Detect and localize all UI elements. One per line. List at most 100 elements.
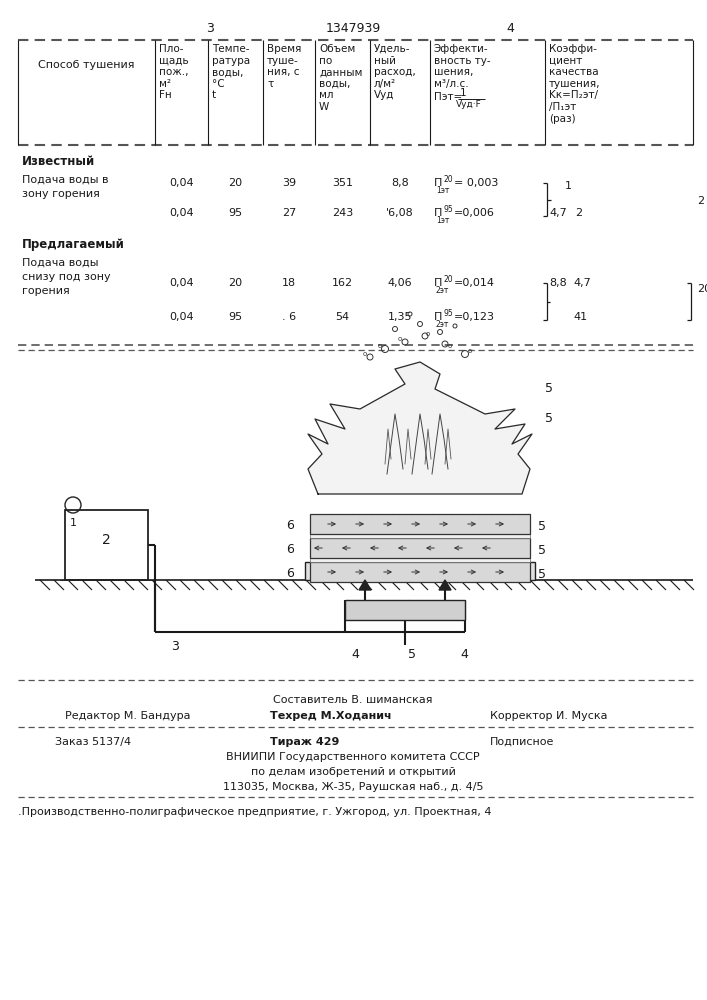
Text: 0,04: 0,04 xyxy=(169,208,194,218)
Text: П: П xyxy=(434,208,443,218)
Text: 95: 95 xyxy=(228,312,243,322)
Polygon shape xyxy=(439,580,451,590)
Text: 162: 162 xyxy=(332,278,353,288)
Text: 1эт: 1эт xyxy=(436,216,450,225)
Text: Vуд·F: Vуд·F xyxy=(456,100,481,109)
Bar xyxy=(65,510,148,580)
Text: 4: 4 xyxy=(460,648,468,661)
Text: 95: 95 xyxy=(444,309,454,318)
Text: 39: 39 xyxy=(282,178,296,188)
Bar xyxy=(310,538,530,558)
Text: зону горения: зону горения xyxy=(22,189,100,199)
Bar xyxy=(345,600,465,620)
Text: 4: 4 xyxy=(351,648,359,661)
Text: 1: 1 xyxy=(70,518,77,528)
Text: =0,014: =0,014 xyxy=(454,278,495,288)
Bar xyxy=(305,562,535,580)
Text: 2: 2 xyxy=(575,208,582,218)
Text: Пэт=: Пэт= xyxy=(434,92,462,102)
Text: 20,5: 20,5 xyxy=(697,284,707,294)
Text: . 6: . 6 xyxy=(282,312,296,322)
Text: П: П xyxy=(434,278,443,288)
Text: 5: 5 xyxy=(538,544,546,557)
Text: =0,006: =0,006 xyxy=(454,208,495,218)
Bar xyxy=(310,558,530,562)
Text: 6: 6 xyxy=(286,543,294,556)
Text: o: o xyxy=(468,348,472,354)
Text: Эффекти-
вность ту-
шения,
м³/л.с.: Эффекти- вность ту- шения, м³/л.с. xyxy=(434,44,491,89)
Text: 20: 20 xyxy=(228,278,243,288)
Text: Техред М.Ходанич: Техред М.Ходанич xyxy=(270,711,392,721)
Text: 1347939: 1347939 xyxy=(325,22,380,35)
Text: 2эт: 2эт xyxy=(436,286,450,295)
Text: =0,123: =0,123 xyxy=(454,312,495,322)
Bar xyxy=(310,562,530,582)
Text: 351: 351 xyxy=(332,178,353,188)
Text: снизу под зону: снизу под зону xyxy=(22,272,110,282)
Text: Темпе-
ратура
воды,
°C
t: Темпе- ратура воды, °C t xyxy=(212,44,250,100)
Text: 3: 3 xyxy=(206,22,214,35)
Text: П: П xyxy=(434,312,443,322)
Text: Объем
по
данным
воды,
мл
W: Объем по данным воды, мл W xyxy=(319,44,363,112)
Text: 5: 5 xyxy=(545,382,553,395)
Polygon shape xyxy=(308,362,532,494)
Text: 0,04: 0,04 xyxy=(169,312,194,322)
Text: 95: 95 xyxy=(444,205,454,214)
Text: Время
туше-
ния, с
τ: Время туше- ния, с τ xyxy=(267,44,301,89)
Text: 0,04: 0,04 xyxy=(169,278,194,288)
Text: 2: 2 xyxy=(102,533,111,547)
Text: Составитель В. шиманская: Составитель В. шиманская xyxy=(273,695,433,705)
Text: 5: 5 xyxy=(538,520,546,533)
Text: Подписное: Подписное xyxy=(490,737,554,747)
Text: 41: 41 xyxy=(573,312,587,322)
Text: 18: 18 xyxy=(282,278,296,288)
Text: Подача воды: Подача воды xyxy=(22,258,98,268)
Text: o: o xyxy=(363,351,367,357)
Text: 5: 5 xyxy=(538,568,546,581)
Text: Редактор М. Бандура: Редактор М. Бандура xyxy=(65,711,190,721)
Text: 8,8: 8,8 xyxy=(391,178,409,188)
Text: 54: 54 xyxy=(335,312,349,322)
Text: 2эт: 2эт xyxy=(436,320,450,329)
Text: Тираж 429: Тираж 429 xyxy=(270,737,339,747)
Text: o: o xyxy=(398,336,402,342)
Text: П: П xyxy=(434,178,443,188)
Text: Пло-
щадь
пож.,
м²
Fн: Пло- щадь пож., м² Fн xyxy=(159,44,189,100)
Text: 6: 6 xyxy=(286,519,294,532)
Text: 1: 1 xyxy=(460,88,467,98)
Text: 3: 3 xyxy=(171,640,179,653)
Bar xyxy=(310,534,530,538)
Text: 20: 20 xyxy=(444,175,454,184)
Text: по делам изобретений и открытий: по делам изобретений и открытий xyxy=(250,767,455,777)
Text: Корректор И. Муска: Корректор И. Муска xyxy=(490,711,607,721)
Text: 2: 2 xyxy=(697,196,704,206)
Text: ВНИИПИ Государственного комитета СССР: ВНИИПИ Государственного комитета СССР xyxy=(226,752,480,762)
Text: 20: 20 xyxy=(228,178,243,188)
Polygon shape xyxy=(359,580,371,590)
Bar xyxy=(310,514,530,534)
Text: 6: 6 xyxy=(286,567,294,580)
Text: 1: 1 xyxy=(565,181,572,191)
Text: Удель-
ный
расход,
л/м²
Vуд: Удель- ный расход, л/м² Vуд xyxy=(374,44,416,100)
Text: 4: 4 xyxy=(506,22,514,35)
Text: o: o xyxy=(426,331,430,337)
Text: Заказ 5137/4: Заказ 5137/4 xyxy=(55,737,131,747)
Text: 4,06: 4,06 xyxy=(387,278,412,288)
Text: .Производственно-полиграфическое предприятие, г. Ужгород, ул. Проектная, 4: .Производственно-полиграфическое предпри… xyxy=(18,807,491,817)
Text: Подача воды в: Подача воды в xyxy=(22,175,108,185)
Text: 1,35: 1,35 xyxy=(387,312,412,322)
Text: = 0,003: = 0,003 xyxy=(454,178,498,188)
Text: 5: 5 xyxy=(408,648,416,661)
Text: Известный: Известный xyxy=(22,155,95,168)
Text: 95: 95 xyxy=(228,208,243,218)
Text: 0,04: 0,04 xyxy=(169,178,194,188)
Text: Способ тушения: Способ тушения xyxy=(37,60,134,70)
Text: 4,7: 4,7 xyxy=(549,208,567,218)
Text: Предлагаемый: Предлагаемый xyxy=(22,238,125,251)
Text: 113035, Москва, Ж-35, Раушская наб., д. 4/5: 113035, Москва, Ж-35, Раушская наб., д. … xyxy=(223,782,484,792)
Text: o: o xyxy=(378,343,382,349)
Text: 243: 243 xyxy=(332,208,353,218)
Text: 4,7: 4,7 xyxy=(573,278,591,288)
Text: '6,08: '6,08 xyxy=(386,208,414,218)
Text: 8,8: 8,8 xyxy=(549,278,567,288)
